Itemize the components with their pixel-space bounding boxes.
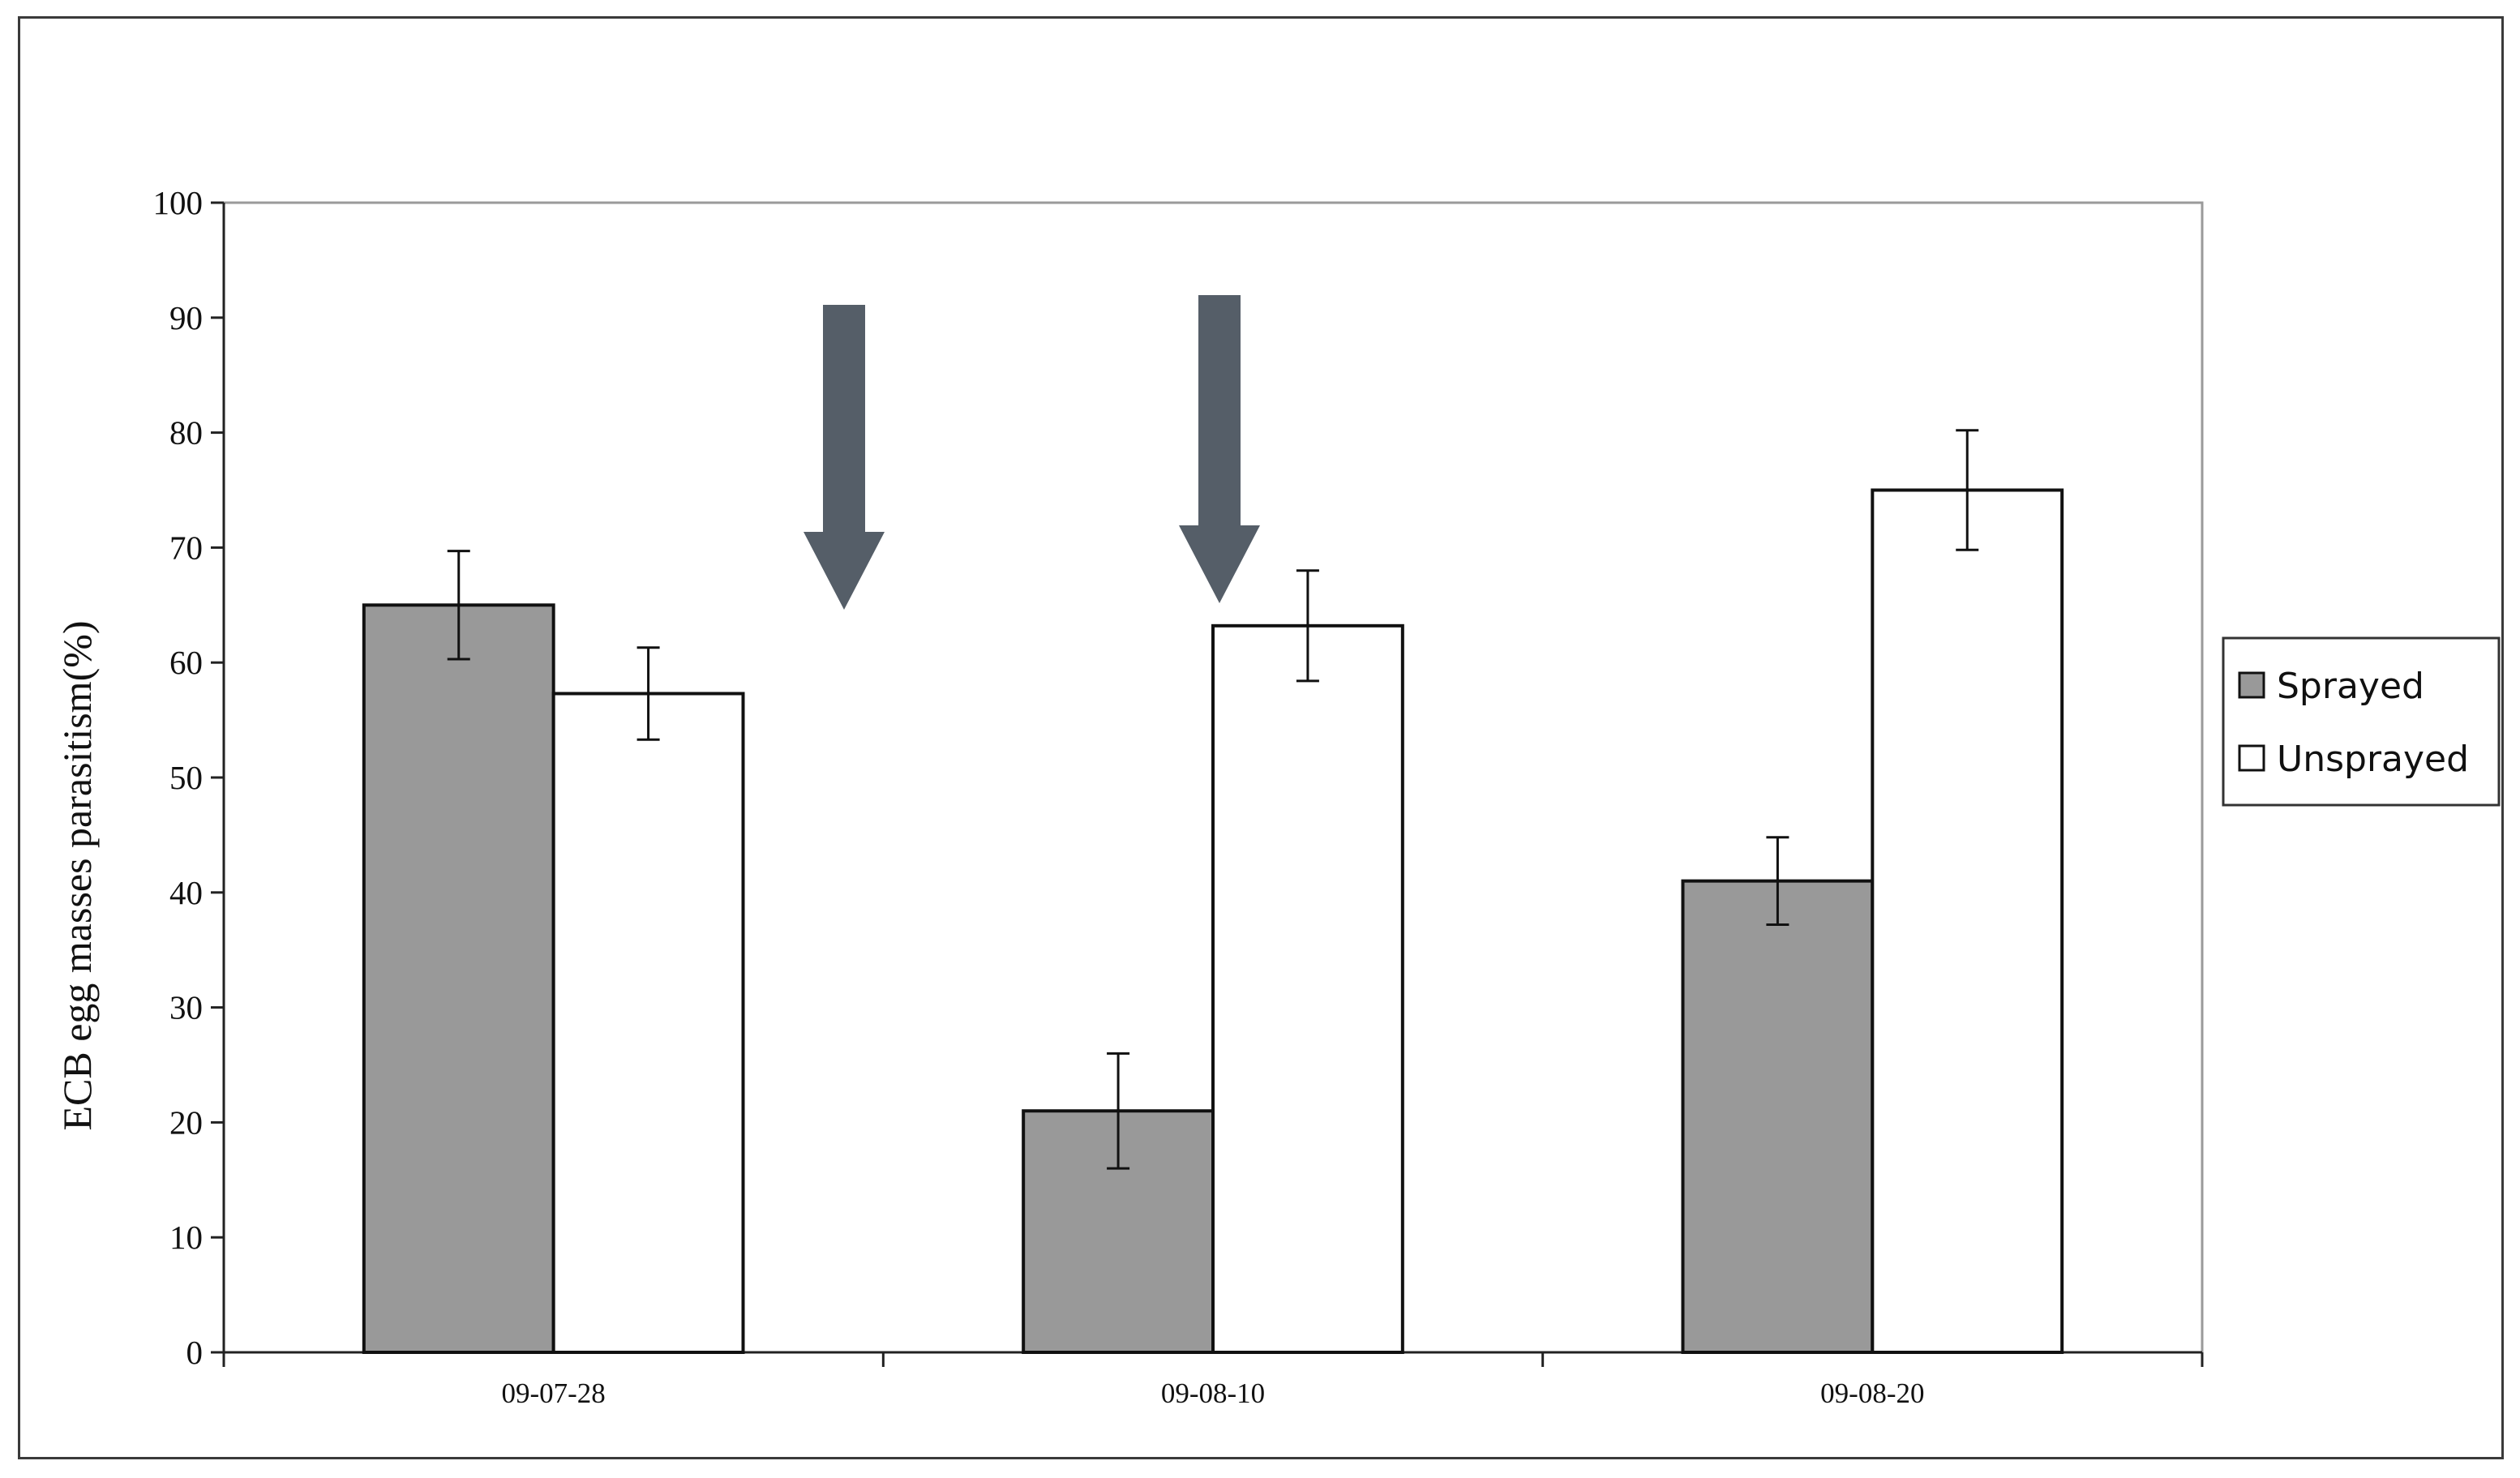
x-tick-label: 09-08-20 xyxy=(1820,1377,1924,1409)
y-tick-label: 30 xyxy=(169,989,203,1026)
y-tick-label: 20 xyxy=(169,1103,203,1141)
y-tick-label: 40 xyxy=(169,874,203,911)
y-tick-label: 50 xyxy=(169,759,203,796)
y-tick-label: 70 xyxy=(169,529,203,566)
bar-unsprayed-09-08-10 xyxy=(1211,623,1404,1354)
y-tick-label: 100 xyxy=(153,184,204,221)
bar-unsprayed-09-07-28 xyxy=(551,692,745,1354)
y-axis-title: ECB egg masses parasitism(%) xyxy=(54,620,100,1130)
bar-unsprayed-09-08-20 xyxy=(1871,488,2064,1354)
y-tick-label: 80 xyxy=(169,414,203,452)
arrow-down-icon xyxy=(1179,295,1260,603)
y-tick-label: 60 xyxy=(169,644,203,681)
legend-swatch-unsprayed xyxy=(2238,744,2265,772)
arrow-down-icon xyxy=(804,305,885,610)
y-tick-label: 90 xyxy=(169,299,203,336)
y-tick-label: 10 xyxy=(169,1219,203,1256)
x-axis: 09-07-28 09-08-10 09-08-20 xyxy=(222,1351,2204,1409)
x-tick-label: 09-07-28 xyxy=(502,1377,606,1409)
x-tick-label: 09-08-10 xyxy=(1161,1377,1265,1409)
y-tick-label: 0 xyxy=(186,1334,204,1371)
legend-swatch-sprayed xyxy=(2238,671,2265,699)
bars xyxy=(362,488,2064,1354)
bar-sprayed-09-08-20 xyxy=(1681,879,1875,1354)
legend-label-sprayed: Sprayed xyxy=(2277,666,2424,707)
annotation-arrows xyxy=(804,295,1260,610)
legend: Sprayed Unsprayed xyxy=(2222,636,2501,807)
y-axis: 0 10 20 30 40 50 60 70 80 90 100 xyxy=(153,184,225,1371)
legend-label-unsprayed: Unsprayed xyxy=(2277,739,2469,780)
bar-sprayed-09-07-28 xyxy=(362,603,555,1354)
error-bars xyxy=(447,429,1979,1170)
legend-box xyxy=(2222,636,2501,807)
